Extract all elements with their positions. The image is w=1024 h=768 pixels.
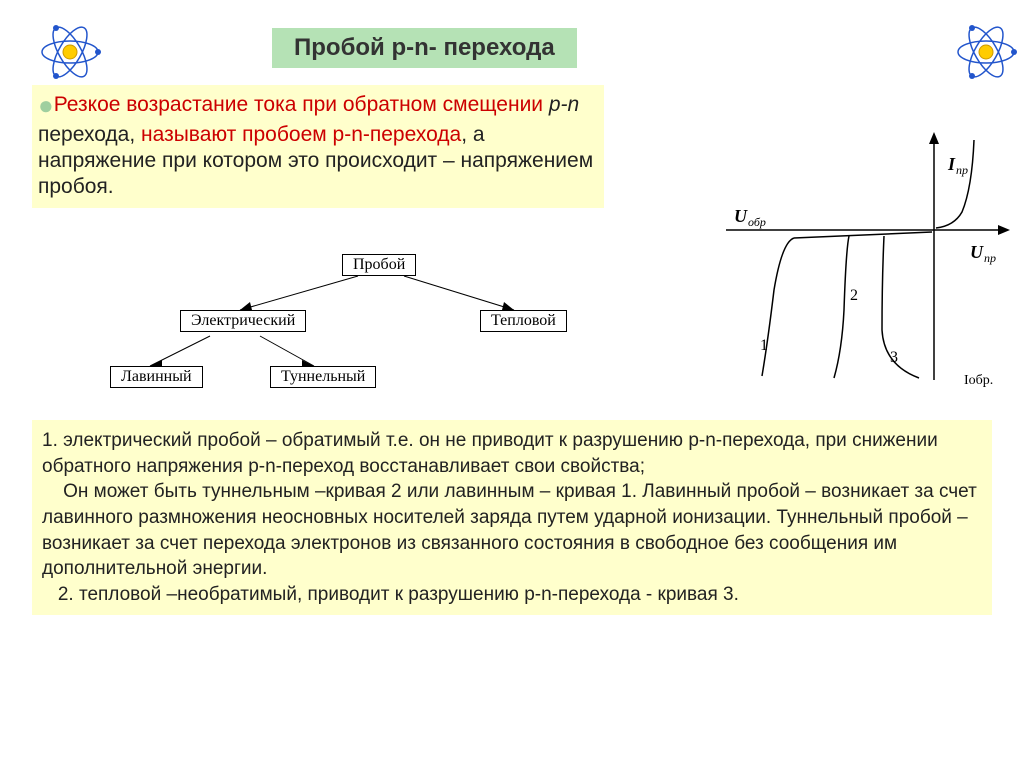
slide-title: Пробой p-n- перехода [272, 28, 577, 68]
bullet-icon: ● [38, 90, 54, 120]
explanation-p2: Он может быть туннельным –кривая 2 или л… [42, 479, 982, 582]
intro-part: перехода, [38, 123, 141, 146]
explanation-p1: 1. электрический пробой – обратимый т.е.… [42, 428, 982, 479]
tree-node-thermal: Тепловой [480, 310, 567, 332]
iv-graph: I пр U обр U пр Iобр. 1 2 3 [724, 130, 1014, 390]
explanation-p3: 2. тепловой –необратимый, приводит к раз… [42, 582, 982, 608]
atom-icon [38, 20, 102, 84]
curve-1-label: 1 [760, 337, 768, 354]
tree-node-tunnel: Туннельный [270, 366, 376, 388]
curve-2-label: 2 [850, 287, 858, 304]
graph-ylabel: I [947, 154, 956, 174]
tree-node-electric: Электрический [180, 310, 306, 332]
intro-part: называют пробоем p-n-перехода [141, 123, 461, 146]
explanation-text: 1. электрический пробой – обратимый т.е.… [32, 420, 992, 615]
svg-text:пр: пр [956, 163, 968, 177]
graph-xright: U [970, 242, 984, 262]
svg-text:обр: обр [748, 215, 766, 229]
svg-text:пр: пр [984, 251, 996, 265]
intro-part: p-n [549, 93, 579, 116]
graph-xleft: U [734, 206, 748, 226]
iv-graph-svg: I пр U обр U пр Iобр. 1 2 3 [724, 130, 1014, 390]
intro-part: Резкое возрастание тока при обратном сме… [54, 93, 549, 116]
atom-icon [954, 20, 1018, 84]
tree-node-avalanche: Лавинный [110, 366, 203, 388]
curve-3-label: 3 [890, 349, 898, 366]
intro-text: ●Резкое возрастание тока при обратном см… [32, 85, 604, 208]
tree-node-root: Пробой [342, 254, 416, 276]
graph-bottom-label: Iобр. [964, 373, 993, 388]
breakdown-tree: Пробой Электрический Тепловой Лавинный Т… [120, 248, 680, 408]
